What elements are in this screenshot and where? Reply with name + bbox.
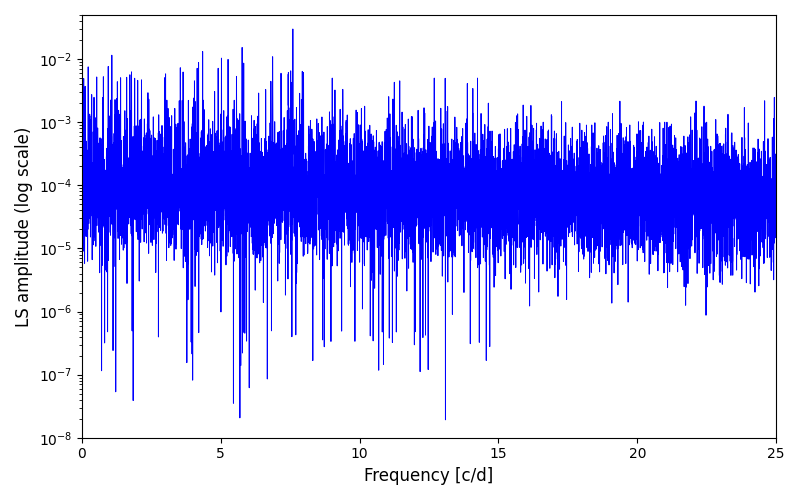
Y-axis label: LS amplitude (log scale): LS amplitude (log scale) [15,126,33,326]
X-axis label: Frequency [c/d]: Frequency [c/d] [364,467,494,485]
